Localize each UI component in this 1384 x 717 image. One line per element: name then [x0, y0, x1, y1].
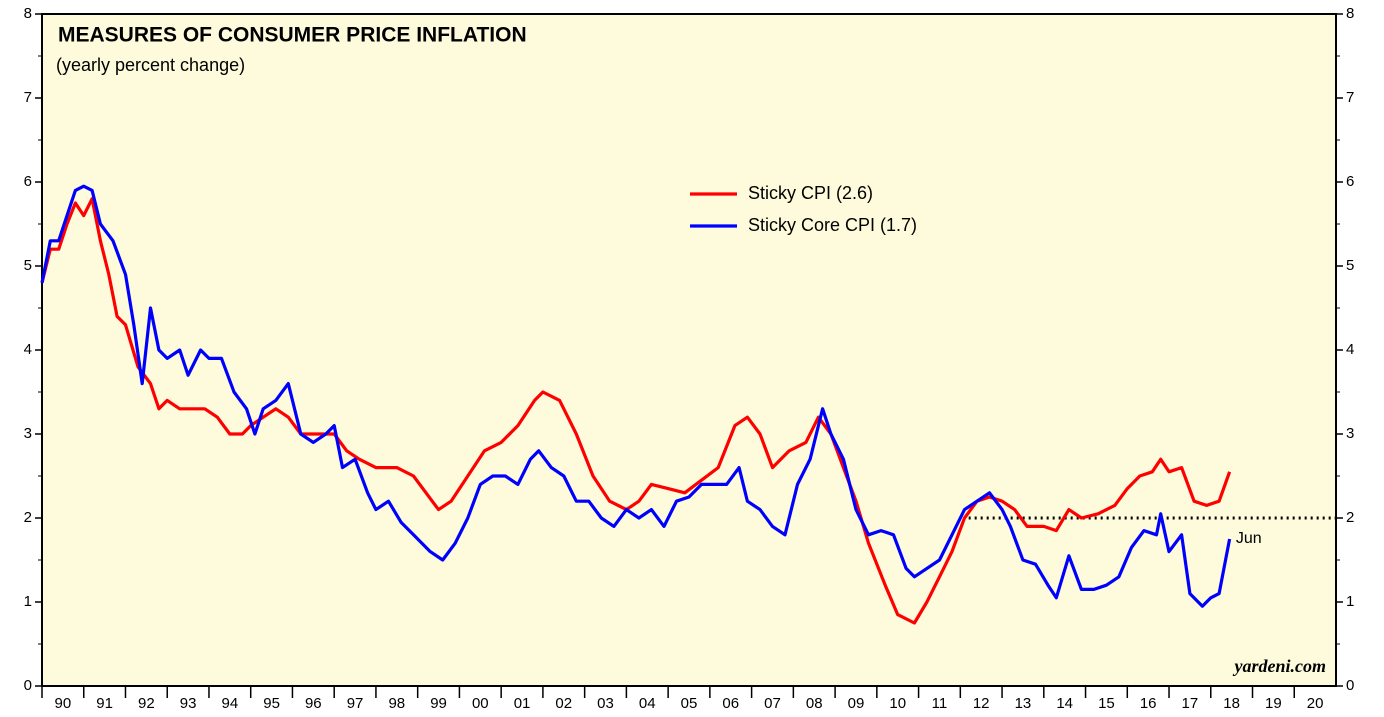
x-tick-label: 06 — [722, 695, 739, 712]
x-tick-label: 19 — [1265, 695, 1282, 712]
y2-tick-label: 7 — [1346, 89, 1354, 106]
y2-tick-label: 0 — [1346, 677, 1354, 694]
y-tick-label: 1 — [24, 593, 32, 610]
x-tick-label: 13 — [1015, 695, 1032, 712]
y-tick-label: 6 — [24, 173, 32, 190]
series-line — [40, 197, 1232, 625]
x-tick-label: 00 — [472, 695, 489, 712]
x-tick-label: 96 — [305, 695, 322, 712]
legend-label: Sticky CPI (2.6) — [748, 183, 873, 203]
x-tick-label: 18 — [1223, 695, 1240, 712]
x-tick-label: 91 — [96, 695, 113, 712]
y2-tick-label: 2 — [1346, 509, 1354, 526]
x-tick-label: 17 — [1182, 695, 1199, 712]
chart-title: MEASURES OF CONSUMER PRICE INFLATION — [58, 24, 527, 47]
y2-tick-label: 8 — [1346, 5, 1354, 22]
x-tick-label: 90 — [55, 695, 72, 712]
x-tick-label: 05 — [681, 695, 698, 712]
series-line — [40, 184, 1232, 608]
y-tick-label: 4 — [24, 341, 32, 358]
x-tick-label: 14 — [1056, 695, 1073, 712]
annotation: Jun — [1236, 530, 1262, 547]
x-tick-label: 12 — [973, 695, 990, 712]
y-tick-label: 3 — [24, 425, 32, 442]
y2-tick-label: 5 — [1346, 257, 1354, 274]
y2-tick-label: 3 — [1346, 425, 1354, 442]
x-tick-label: 04 — [639, 695, 656, 712]
x-tick-label: 95 — [263, 695, 280, 712]
x-tick-label: 97 — [347, 695, 364, 712]
x-tick-label: 07 — [764, 695, 781, 712]
y2-tick-label: 6 — [1346, 173, 1354, 190]
y-tick-label: 8 — [24, 5, 32, 22]
x-tick-label: 10 — [889, 695, 906, 712]
x-tick-label: 99 — [430, 695, 447, 712]
source: yardeni.com — [1233, 656, 1327, 676]
y-tick-label: 7 — [24, 89, 32, 106]
x-tick-label: 09 — [848, 695, 865, 712]
y-tick-label: 5 — [24, 257, 32, 274]
x-tick-label: 94 — [221, 695, 238, 712]
x-tick-label: 01 — [514, 695, 531, 712]
x-tick-label: 16 — [1140, 695, 1157, 712]
x-tick-label: 11 — [932, 695, 948, 712]
x-tick-label: 02 — [555, 695, 572, 712]
legend-label: Sticky Core CPI (1.7) — [748, 215, 917, 235]
y-tick-label: 0 — [24, 677, 32, 694]
y2-tick-label: 4 — [1346, 341, 1354, 358]
x-tick-label: 93 — [180, 695, 197, 712]
x-tick-label: 20 — [1307, 695, 1324, 712]
x-tick-label: 15 — [1098, 695, 1115, 712]
x-tick-label: 98 — [388, 695, 405, 712]
x-tick-label: 92 — [138, 695, 155, 712]
x-tick-label: 08 — [806, 695, 823, 712]
y-tick-label: 2 — [24, 509, 32, 526]
plot-area — [41, 13, 1337, 687]
y2-tick-label: 1 — [1346, 593, 1354, 610]
x-tick-label: 03 — [597, 695, 614, 712]
chart-subtitle: (yearly percent change) — [56, 55, 245, 75]
